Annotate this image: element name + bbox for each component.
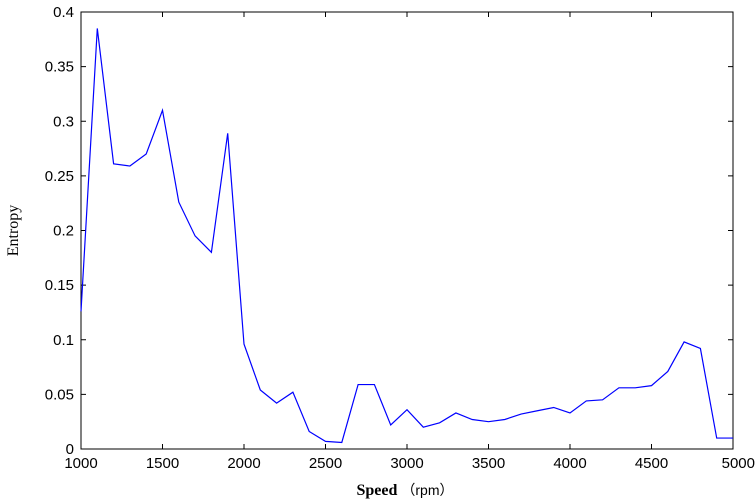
y-tick-label-0.4: 0.4 [53, 4, 74, 21]
x-tick-label-1500: 1500 [146, 455, 179, 472]
y-tick-label-0.1: 0.1 [53, 332, 74, 349]
y-tick-label-0.25: 0.25 [45, 168, 74, 185]
y-tick-label-0.15: 0.15 [45, 277, 74, 294]
x-tick-label-5000: 5000 [722, 455, 755, 472]
x-axis-label: Speed （rpm） [356, 482, 453, 499]
plot-frame [80, 11, 734, 450]
y-axis-label: Entropy [5, 205, 22, 257]
tick-marks [80, 11, 734, 450]
x-tick-label-4500: 4500 [635, 455, 668, 472]
y-tick-label-0.35: 0.35 [45, 59, 74, 76]
x-tick-label-2000: 2000 [227, 455, 260, 472]
y-tick-label-0.2: 0.2 [53, 223, 74, 240]
x-tick-label-1000: 1000 [64, 455, 97, 472]
y-tick-label-0: 0 [66, 441, 74, 458]
x-tick-label-3000: 3000 [390, 455, 423, 472]
x-tick-label-3500: 3500 [472, 455, 505, 472]
x-tick-label-4000: 4000 [553, 455, 586, 472]
x-axis-label-name: Speed [356, 482, 397, 499]
y-tick-label-0.3: 0.3 [53, 113, 74, 130]
x-axis-label-unit: （rpm） [401, 482, 453, 498]
x-tick-label-2500: 2500 [309, 455, 342, 472]
entropy-series-line [80, 28, 733, 444]
y-tick-label-0.05: 0.05 [45, 386, 74, 403]
tick-labels: 1000 1500 2000 2500 3000 3500 4000 4500 5000 0 0.0… [45, 4, 755, 472]
